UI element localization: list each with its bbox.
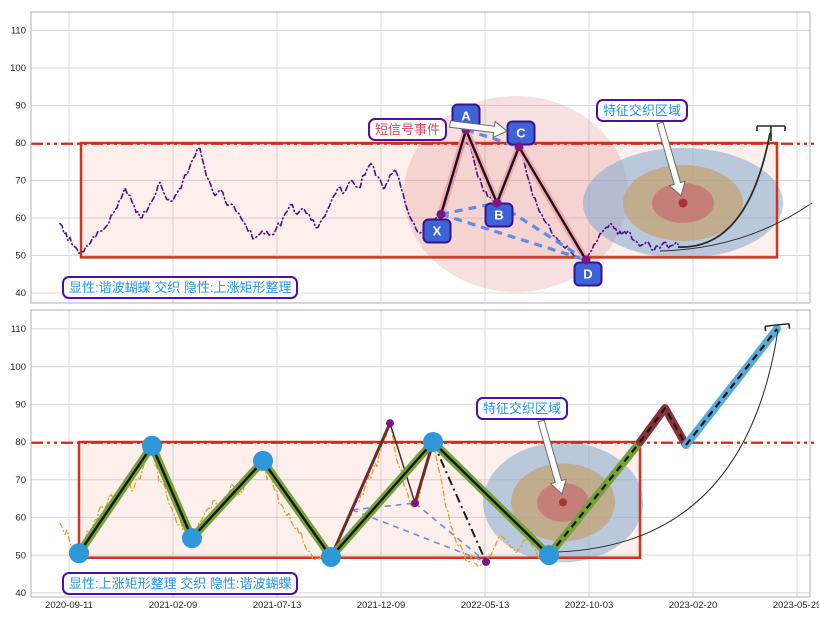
hidden-pattern-leg-2 [413,441,435,504]
pattern-label-C: C [516,126,526,141]
feature-zone-center-dot [678,198,688,208]
annotation-feature-zone-bottom: 特征交织区域 [476,397,569,420]
target-marker-bottom-bar [764,322,790,328]
y-tick-label: 50 [15,251,26,262]
hidden-pattern-point-dot [411,499,419,508]
zigzag-pivot-dot [253,450,273,471]
panel-spine [30,11,811,304]
hidden-pattern-point-dot [386,419,394,428]
y-tick-label: 80 [15,437,26,448]
x-tick-label: 2023-02-20 [669,600,718,611]
pattern-label-box-X [422,218,452,244]
hidden-pattern-leg-3 [432,441,487,563]
rectangle-pattern-border [77,440,642,559]
y-tick-label: 110 [11,26,26,37]
x-tick-label: 2023-05-29 [773,600,819,611]
y-tick-label: 50 [15,550,26,561]
x-tick-label: 2022-10-03 [565,600,614,611]
zigzag-pivot-dot [142,435,162,456]
y-tick-label: 60 [15,213,26,224]
annotation-arrow-short-signal [449,120,508,139]
pattern-label-B: B [494,208,503,223]
pattern-label-X: X [433,224,442,239]
projection-curve-0 [677,132,771,248]
zigzag-pivot-dot [539,545,559,566]
price-series-bottom [59,424,557,568]
hidden-pattern-leg-1 [389,422,416,504]
annotation-arrow-feature-zone-bottom [537,419,567,495]
y-tick-label: 110 [11,324,26,335]
hidden-pattern-leg-0 [329,422,392,558]
hidden-pattern-connector-1 [414,502,487,563]
projection-core-measured-move [685,328,778,446]
projection-curve-1 [659,202,813,252]
caption-top-panel: 显性:谐波蝴蝶 交织 隐性:上涨矩形整理 [62,276,299,299]
pattern-point-dot-C [514,142,524,152]
x-tick-label: 2022-05-13 [461,600,510,611]
projection-curve-0 [556,329,779,553]
target-marker-bottom-bar [788,323,791,329]
x-tick-label: 2021-02-09 [149,600,198,611]
y-tick-label: 100 [10,362,26,373]
y-tick-label: 100 [10,63,26,74]
pattern-connector-XD [440,212,587,262]
annotation-feature-zone-top: 特征交织区域 [596,99,689,122]
pattern-label-D: D [583,267,592,282]
y-tick-label: 40 [15,288,26,299]
caption-bottom-panel: 显性:上涨矩形整理 交织 隐性:谐波蝴蝶 [62,572,299,595]
target-marker-bottom [764,322,791,332]
y-tick-label: 60 [15,513,26,524]
feature-zone-center-dot [559,498,567,507]
x-tick-label: 2020-09-11 [45,600,93,611]
zigzag-pivot-dot [321,546,341,567]
y-tick-label: 80 [15,138,26,149]
y-tick-label: 70 [15,475,26,486]
y-tick-label: 70 [15,176,26,187]
pattern-label-A: A [461,109,471,124]
x-tick-label: 2021-12-09 [357,600,406,611]
projection-core-breakout-peak [639,407,687,446]
hidden-pattern-connector-2 [351,509,487,563]
zigzag-pivot-dot [69,543,89,564]
hidden-pattern-point-dot [482,557,490,566]
projection-core-rectangle-continuation [548,441,641,556]
pattern-point-dot-X [436,209,446,219]
panel-spine [30,309,811,598]
y-tick-label: 40 [15,588,26,599]
pattern-point-dot-D [581,255,591,265]
zigzag-pivot-dot [182,528,202,549]
x-tick-label: 2021-07-13 [253,600,302,611]
target-marker-bottom-bar [764,326,767,332]
target-marker-top [756,125,786,141]
y-tick-label: 90 [15,400,26,411]
y-tick-label: 90 [15,101,26,112]
annotation-arrow-feature-zone-top [656,121,686,197]
annotation-short-signal-event: 短信号事件 [368,118,448,141]
zigzag-pivot-dot [423,432,443,452]
pattern-point-dot-B [492,198,502,208]
